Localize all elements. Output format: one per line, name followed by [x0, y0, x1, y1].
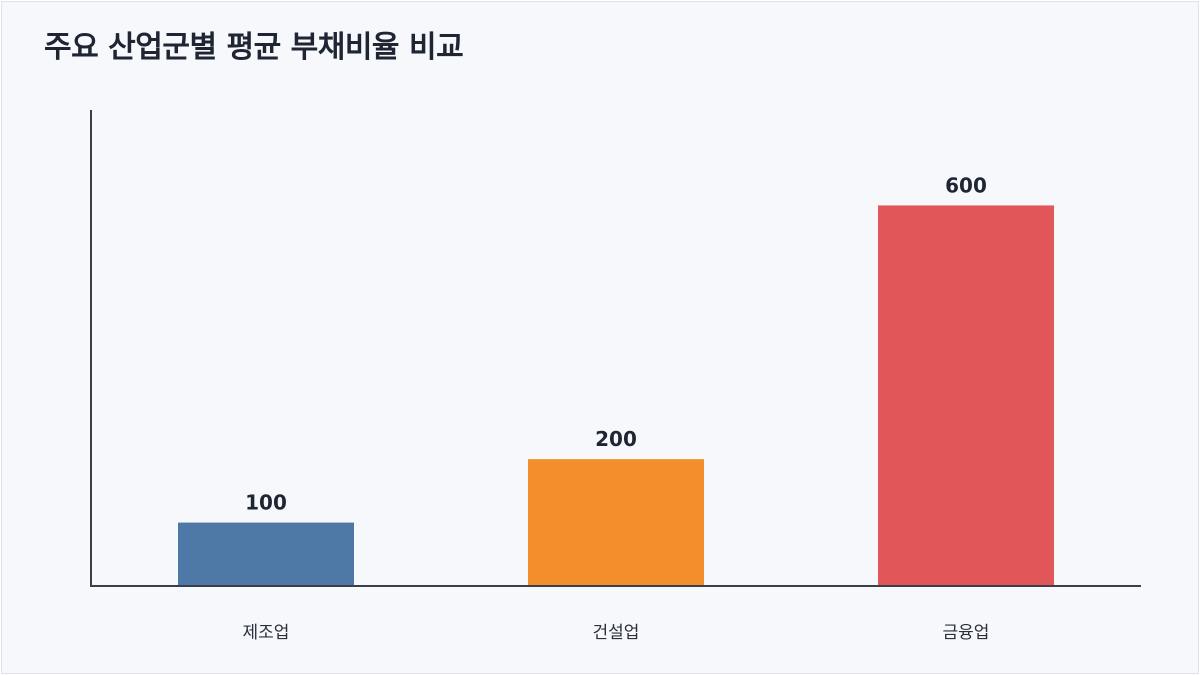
bar-value-label-2: 200 [595, 427, 637, 451]
category-labels-group: 제조업 건설업 금융업 [243, 623, 990, 643]
category-label-3: 금융업 [943, 623, 990, 643]
bar-1 [178, 522, 354, 586]
value-labels-group: 100 200 600 [245, 173, 987, 514]
chart-title: 주요 산업군별 평균 부채비율 비교 [44, 30, 464, 65]
bar-value-label-1: 100 [245, 491, 287, 515]
bar-value-label-3: 600 [945, 173, 987, 197]
category-label-1: 제조업 [243, 623, 290, 643]
bar-3 [878, 205, 1054, 586]
bar-2 [528, 459, 704, 586]
category-label-2: 건설업 [593, 623, 640, 643]
bars-group [178, 205, 1054, 586]
